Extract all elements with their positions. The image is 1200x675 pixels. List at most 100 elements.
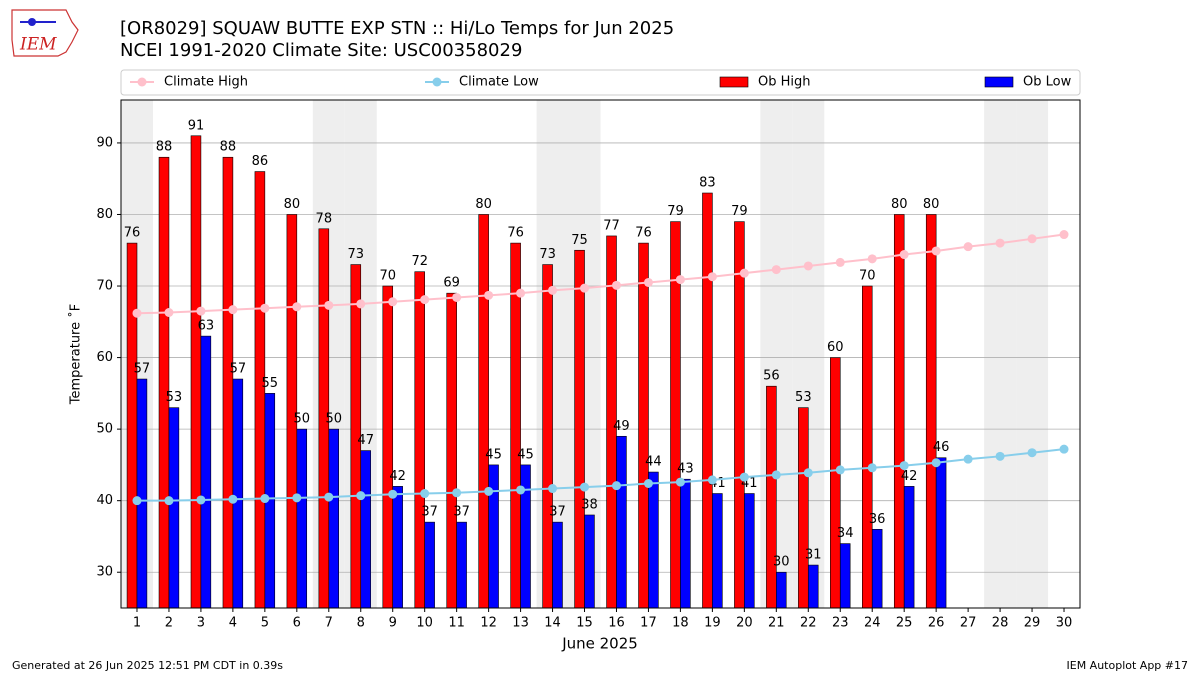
bar [712,493,723,609]
bar-label: 50 [325,412,342,427]
climate-point [132,308,142,318]
bar-label: 60 [827,340,844,355]
y-tick-label: 50 [96,422,113,437]
bar-label: 34 [837,526,854,541]
plot-frame [120,99,1081,609]
x-tick-label: 8 [357,616,365,631]
bar [360,450,371,609]
climate-point [803,261,813,271]
bar-label: 53 [795,390,812,405]
bar [456,521,467,609]
bar-label: 70 [859,269,876,284]
climate-point [995,451,1005,461]
x-tick-label: 2 [165,616,173,631]
climate-point [707,475,717,485]
climate-point [1059,230,1069,240]
bar-label: 76 [507,226,524,241]
bar [935,457,947,609]
logo [11,9,79,57]
bar-label: 36 [869,512,886,527]
bar-label: 80 [284,197,301,212]
bar [862,285,873,609]
x-tick-label: 5 [261,616,269,631]
climate-point [548,285,558,295]
bar-label: 30 [773,555,790,570]
legend-marker [432,77,442,87]
x-tick-label: 4 [229,616,237,631]
climate-point [324,492,334,502]
climate-point [643,479,653,489]
bar-label: 57 [230,362,247,377]
bar-label: 76 [635,226,652,241]
climate-point [835,465,845,475]
bar-label: 73 [539,247,556,262]
x-tick-label: 25 [896,616,913,631]
climate-point [484,486,494,496]
climate-point [164,496,174,506]
bar-label: 83 [699,176,716,191]
x-tick-label: 1 [133,616,141,631]
x-tick-label: 30 [1056,616,1073,631]
y-tick-label: 90 [96,135,113,150]
climate-point [739,268,749,278]
climate-point [675,477,685,487]
x-tick-label: 6 [293,616,301,631]
climate-point [516,485,526,495]
weekend-shade [1016,100,1049,608]
bar-label: 44 [645,455,662,470]
climate-point [228,494,238,504]
y-tick-label: 80 [96,207,113,222]
bar-label: 31 [805,548,822,563]
bar [382,285,394,609]
bar [328,428,339,609]
climate-point [548,484,558,494]
climate-point [452,292,462,302]
climate-point [356,299,366,309]
x-tick-label: 20 [736,616,753,631]
climate-point [963,242,973,252]
bar-label: 70 [379,269,396,284]
x-tick-label: 29 [1024,616,1041,631]
x-tick-label: 19 [704,616,721,631]
bar-label: 91 [188,118,205,133]
x-tick-label: 24 [864,616,881,631]
bar [776,571,787,609]
bar [488,464,499,609]
climate-line [136,448,1065,502]
bar [542,264,553,609]
legend-marker [137,77,147,87]
climate-point [899,250,909,260]
bar-label: 80 [923,197,940,212]
bar-label: 80 [891,197,908,212]
bar [839,543,851,609]
bar [616,435,627,609]
bar-label: 46 [933,440,950,455]
bar [296,428,308,609]
bar [510,242,521,609]
bar-label: 45 [485,447,502,462]
climate-point [452,488,462,498]
x-tick-label: 17 [640,616,657,631]
legend-swatch [984,76,1014,88]
climate-point [580,283,590,293]
bar [126,242,138,609]
climate-point [931,246,941,256]
bar [638,242,649,609]
bar-label: 57 [134,362,151,377]
bar [807,564,819,609]
climate-point [164,308,174,318]
bar [903,486,915,609]
footer-left: Generated at 26 Jun 2025 12:51 PM CDT in… [12,659,283,672]
bar [871,528,883,609]
bar [744,493,755,609]
bar-label: 37 [421,505,438,520]
bar-label: 77 [603,218,620,233]
bar [190,135,202,609]
y-tick-label: 70 [96,279,113,294]
climate-point [675,275,685,285]
x-tick-label: 16 [608,616,625,631]
bar [648,471,659,609]
climate-point [388,297,398,307]
bar [552,521,563,609]
bar-label: 49 [613,419,630,434]
